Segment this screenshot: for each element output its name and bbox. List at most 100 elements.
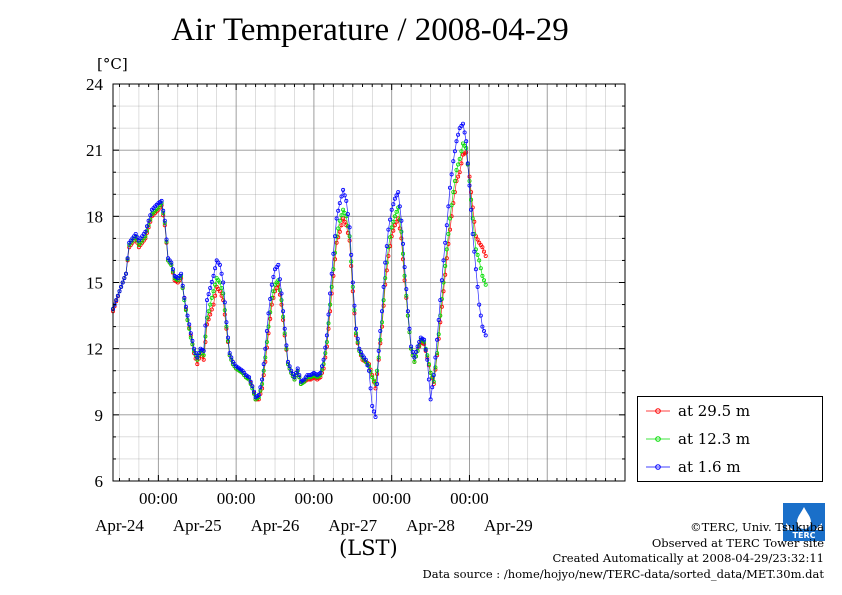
data-point [188, 335, 193, 340]
data-point [213, 266, 218, 271]
credit-line: Created Automatically at 2008-04-29/23:3… [552, 551, 825, 565]
data-point [352, 303, 357, 308]
data-point [290, 371, 295, 376]
data-point [357, 346, 362, 351]
data-point [454, 139, 459, 144]
data-point [201, 348, 206, 353]
y-unit-label: [°C] [97, 55, 128, 73]
data-point [464, 139, 469, 144]
data-point [456, 174, 461, 179]
data-point [388, 235, 393, 240]
logo-text: TERC [793, 531, 816, 540]
data-point [115, 293, 120, 298]
data-point [480, 245, 485, 250]
data-point [435, 337, 440, 342]
x-day-label: Apr-27 [328, 516, 377, 535]
data-point [447, 227, 452, 232]
data-point [388, 217, 393, 222]
data-point [433, 365, 438, 370]
data-point [345, 212, 350, 217]
data-point [483, 253, 488, 258]
data-point [266, 324, 271, 329]
data-point [425, 353, 430, 358]
x-tick-label: 00:00 [295, 489, 334, 508]
data-point [370, 375, 375, 380]
data-point [258, 385, 263, 390]
data-point [477, 258, 482, 263]
data-point [337, 229, 342, 234]
data-point [481, 278, 486, 283]
data-point [412, 355, 417, 360]
credit-line: Observed at TERC Tower site [651, 535, 824, 550]
data-point [122, 276, 127, 281]
legend-swatch-red [646, 408, 670, 414]
data-point [371, 378, 376, 383]
data-point [269, 302, 274, 307]
data-point [355, 336, 360, 341]
x-day-label: Apr-26 [251, 516, 300, 535]
data-point [347, 225, 352, 230]
data-point [159, 198, 164, 203]
data-point [281, 314, 286, 319]
data-point [209, 295, 214, 300]
data-point [366, 368, 371, 373]
data-point [444, 256, 449, 261]
data-point [162, 218, 167, 223]
data-point [475, 252, 480, 257]
data-point [341, 207, 346, 212]
data-point [125, 256, 130, 261]
data-point [268, 296, 273, 301]
data-point [438, 313, 443, 318]
data-point [472, 249, 477, 254]
data-point [183, 304, 188, 309]
data-point [394, 209, 399, 214]
data-point [144, 224, 149, 229]
data-point [332, 234, 337, 239]
data-point [436, 332, 441, 337]
data-point [284, 343, 289, 348]
data-point [203, 334, 208, 339]
data-point [222, 308, 227, 313]
data-point [397, 204, 402, 209]
data-point [337, 218, 342, 223]
data-point [342, 219, 347, 224]
data-point [339, 213, 344, 218]
data-point [323, 351, 328, 356]
data-point [368, 386, 373, 391]
data-point [279, 291, 284, 296]
data-point [412, 359, 417, 364]
data-point [247, 375, 252, 380]
data-point [469, 197, 474, 202]
data-point [336, 208, 341, 213]
legend-label: at 12.3 m [678, 430, 751, 448]
data-point [379, 309, 384, 314]
data-point [473, 267, 478, 272]
data-point [399, 229, 404, 234]
data-point [481, 249, 486, 254]
label-layer: 6 9 12 15 18 21 24 00:00 00:00 00:00 00:00 00:00 Apr… [86, 75, 533, 535]
data-point [185, 317, 190, 322]
data-point [279, 298, 284, 303]
data-point [297, 373, 302, 378]
data-point [477, 302, 482, 307]
y-tick-label: 18 [86, 207, 103, 226]
data-point [381, 298, 386, 303]
data-point [452, 178, 457, 183]
data-point [470, 216, 475, 221]
data-point [133, 231, 138, 236]
data-point [339, 223, 344, 228]
terc-logo-icon: TERC [783, 503, 825, 541]
data-point [329, 284, 334, 289]
data-point [250, 384, 255, 389]
data-point [289, 368, 294, 373]
chart-title: Air Temperature / 2008-04-29 [171, 12, 569, 48]
data-point [392, 223, 397, 228]
data-point [475, 237, 480, 242]
data-point [425, 357, 430, 362]
data-point [292, 375, 297, 380]
data-point [409, 344, 414, 349]
data-point [349, 252, 354, 257]
data-point [394, 193, 399, 198]
data-point [204, 298, 209, 303]
data-point [211, 273, 216, 278]
